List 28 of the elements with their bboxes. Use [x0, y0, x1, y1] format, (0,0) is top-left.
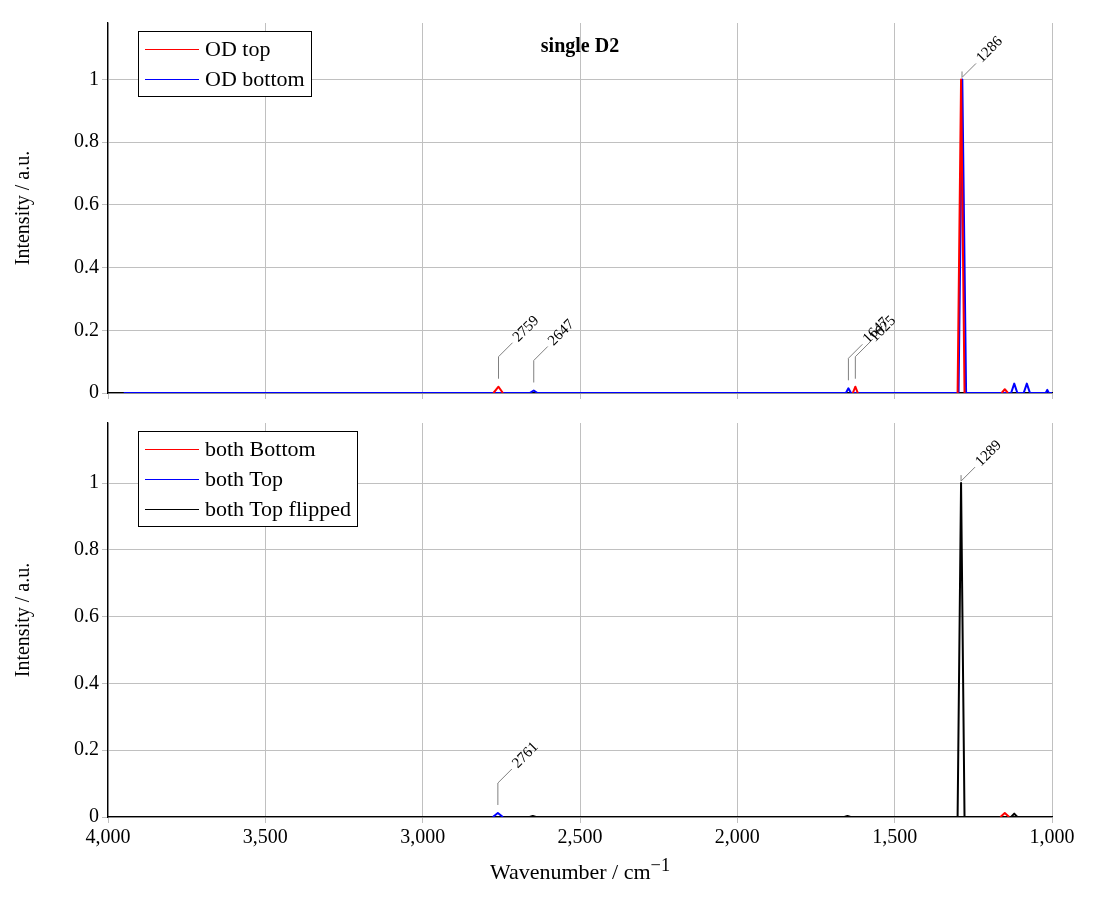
legend-label: both Top flipped: [205, 495, 351, 523]
x-tick-label: 4,000: [85, 825, 131, 848]
x-tick-label: 1,000: [1029, 825, 1075, 848]
y-tick-label: 0: [89, 380, 99, 403]
x-tick-label: 3,000: [400, 825, 446, 848]
y-tick-label: 0.4: [74, 670, 99, 693]
y-tick-label: 0.2: [74, 317, 99, 340]
y-axis-title: Intensity / a.u.: [11, 150, 35, 266]
text: single D2: [540, 34, 620, 58]
x-tick-label: 2,000: [714, 825, 760, 848]
legend-label: OD bottom: [205, 65, 305, 93]
y-tick-label: 0.8: [74, 537, 99, 560]
y-tick-label: 1: [89, 470, 99, 493]
x-tick-label: 2,500: [557, 825, 603, 848]
y-axis-title: Intensity / a.u.: [11, 562, 35, 678]
x-tick-label: 1,500: [872, 825, 918, 848]
y-tick-label: 0.8: [74, 129, 99, 152]
y-tick-label: 0.6: [74, 603, 99, 626]
legend-label: both Bottom: [205, 435, 316, 463]
y-tick-label: 0.6: [74, 192, 99, 215]
y-tick-label: 0: [89, 804, 99, 827]
y-tick-label: 0.4: [74, 254, 99, 277]
x-tick-label: 3,500: [242, 825, 288, 848]
legend-label: both Top: [205, 465, 284, 493]
y-tick-label: 1: [89, 66, 99, 89]
legend-label: OD top: [205, 35, 271, 63]
x-axis-title: Wavenumber / cm$^{−1}$: [489, 855, 671, 885]
y-tick-label: 0.2: [74, 737, 99, 760]
